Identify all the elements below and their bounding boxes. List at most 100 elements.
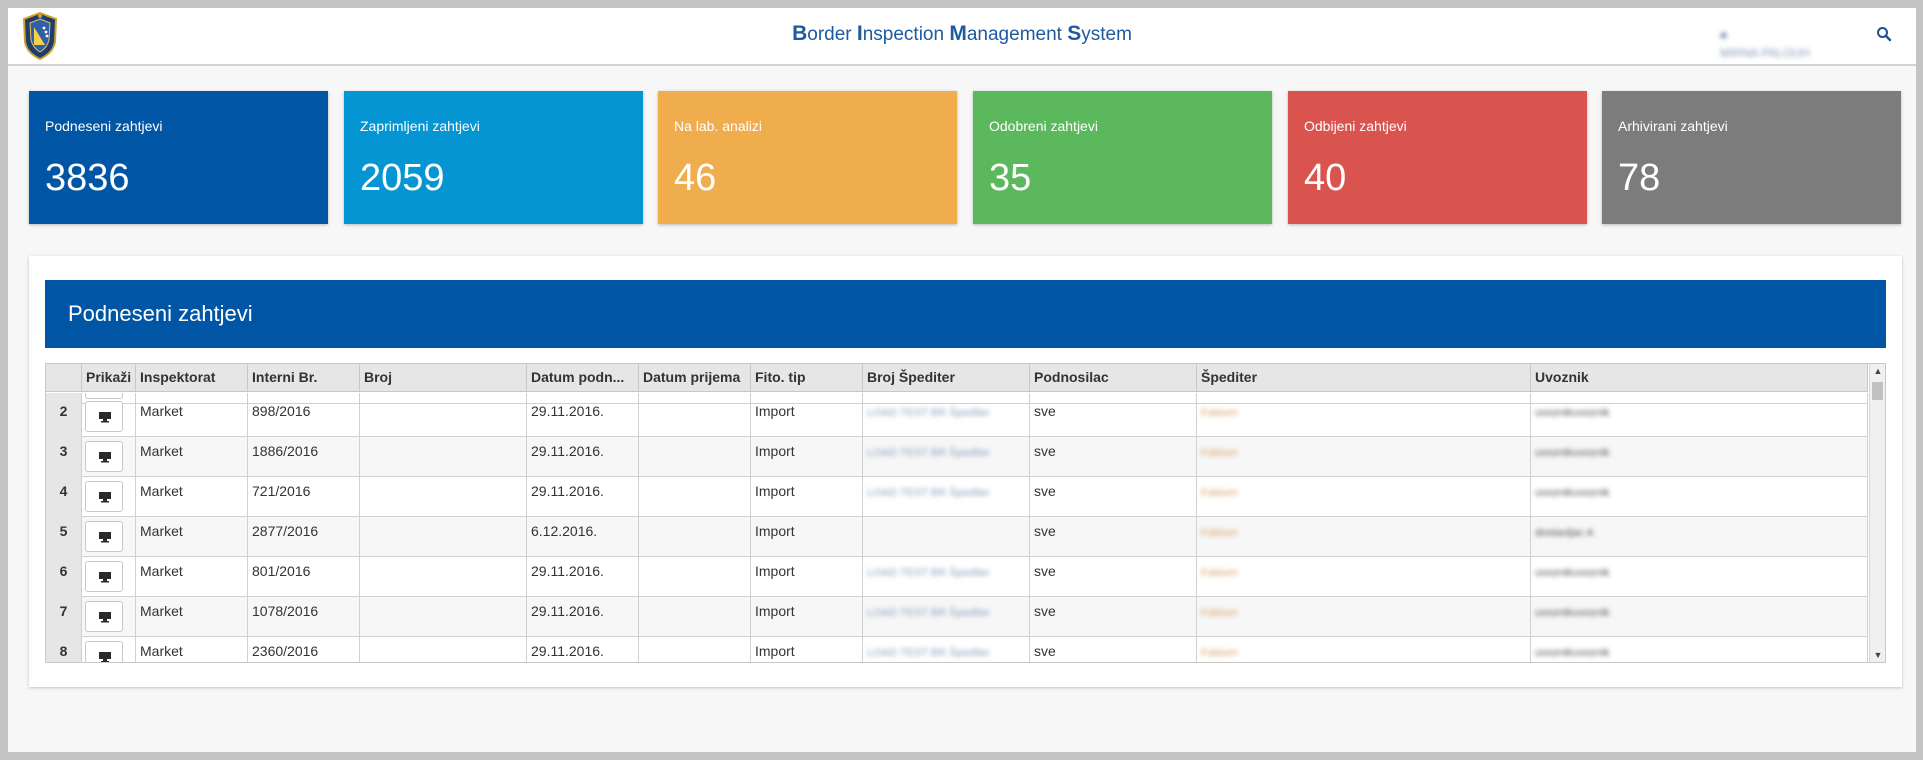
cell-datum-podnosenja: 29.11.2016. (527, 477, 639, 517)
cell-inspektorat: Market (136, 557, 248, 597)
cell-broj-spediter-text: LOAD TEST BR Špediter (867, 607, 991, 619)
cell-uvoznik: uvoznikuvoznik (1531, 597, 1868, 637)
table-row[interactable]: 5 Market 2877/2016 6.12.2016. Import sve Fabiu… (46, 517, 1868, 557)
cell-datum-prijema (639, 477, 751, 517)
row-number: 3 (46, 437, 82, 477)
cell-inspektorat-text: Market (140, 483, 183, 499)
cell-interni-br: 1886/2016 (248, 437, 360, 477)
cell-datum-podnosenja-text: 29.11.2016. (531, 443, 604, 459)
column-header-broj[interactable]: Broj (360, 364, 527, 392)
cell-podnosilac: sve (1030, 597, 1197, 637)
app-window: Border Inspection Management System ■ MI… (8, 8, 1916, 752)
cell-podnosilac-text: sve (1034, 563, 1056, 579)
scroll-down-arrow-icon[interactable]: ▼ (1873, 650, 1883, 660)
cell-interni-br-text: 721/2016 (252, 483, 311, 499)
cell-podnosilac: sve (1030, 477, 1197, 517)
cell-podnosilac: sve (1030, 517, 1197, 557)
tile-lab-analiza[interactable]: Na lab. analizi 46 (658, 91, 957, 224)
tile-odbijeni[interactable]: Odbijeni zahtjevi 40 (1288, 91, 1587, 224)
tile-arhivirani[interactable]: Arhivirani zahtjevi 78 (1602, 91, 1901, 224)
cell-uvoznik-text: dostavljac A (1535, 527, 1594, 539)
view-cell (82, 557, 136, 597)
cell-podnosilac-text: sve (1034, 483, 1056, 499)
row-number: 5 (46, 517, 82, 557)
cell-uvoznik: uvoznikuvoznik (1531, 557, 1868, 597)
user-menu[interactable]: ■ MIRNA PALOUH (1720, 26, 1814, 60)
cell-datum-podnosenja-text: 29.11.2016. (531, 643, 604, 659)
search-icon[interactable] (1876, 26, 1896, 46)
column-header-inspektorat[interactable]: Inspektorat (136, 364, 248, 392)
cell-interni-br-text: 1886/2016 (252, 443, 319, 459)
cell-podnosilac-text: sve (1034, 443, 1056, 459)
cell-spediter-text: Fabium (1201, 647, 1238, 659)
table-row[interactable]: 2 Market 898/2016 29.11.2016. Import LOAD TES… (46, 397, 1868, 437)
top-bar: Border Inspection Management System ■ MI… (8, 8, 1916, 66)
view-button[interactable] (85, 641, 123, 662)
tile-zaprimljeni[interactable]: Zaprimljeni zahtjevi 2059 (344, 91, 643, 224)
panel-title: Podneseni zahtjevi (68, 301, 253, 326)
tile-label: Podneseni zahtjevi (45, 118, 163, 134)
cell-interni-br-text: 2360/2016 (252, 643, 319, 659)
column-header-interni-br[interactable]: Interni Br. (248, 364, 360, 392)
row-number: 2 (46, 397, 82, 437)
row-number-text: 6 (59, 563, 68, 579)
column-header-prikazi[interactable]: Prikaži (82, 364, 136, 392)
cell-uvoznik-text: uvoznikuvoznik (1535, 407, 1610, 419)
cell-datum-prijema (639, 517, 751, 557)
view-button[interactable] (85, 601, 123, 632)
cell-datum-podnosenja-text: 6.12.2016. (531, 523, 598, 539)
cell-fito-tip-text: Import (755, 563, 795, 579)
column-header-spediter[interactable]: Špediter (1197, 364, 1531, 392)
table-row[interactable]: 7 Market 1078/2016 29.11.2016. Import LOAD TE… (46, 597, 1868, 637)
column-header-podnosilac[interactable]: Podnosilac (1030, 364, 1197, 392)
cell-broj-spediter: LOAD TEST BR Špediter (863, 597, 1030, 637)
view-button[interactable] (85, 481, 123, 512)
row-number-text: 3 (59, 443, 68, 459)
view-button[interactable] (85, 401, 123, 432)
table-row[interactable]: 4 Market 721/2016 29.11.2016. Import LOAD TES… (46, 477, 1868, 517)
view-button[interactable] (85, 521, 123, 552)
panel-header: Podneseni zahtjevi (45, 280, 1886, 348)
tile-odobreni[interactable]: Odobreni zahtjevi 35 (973, 91, 1272, 224)
cell-broj-spediter (863, 517, 1030, 557)
vertical-scrollbar[interactable]: ▲ ▼ (1869, 364, 1885, 662)
column-header-uvoznik[interactable]: Uvoznik (1531, 364, 1868, 392)
column-header-datum-prijema[interactable]: Datum prijema (639, 364, 751, 392)
cell-broj-spediter-text: LOAD TEST BR Špediter (867, 447, 991, 459)
cell-podnosilac: sve (1030, 437, 1197, 477)
view-button[interactable] (85, 393, 123, 399)
cell-uvoznik: uvoznikuvoznik (1531, 397, 1868, 437)
table-row[interactable]: 6 Market 801/2016 29.11.2016. Import LOAD TES… (46, 557, 1868, 597)
cell-uvoznik-text: uvoznikuvoznik (1535, 647, 1610, 659)
user-icon: ■ (1720, 28, 1728, 42)
view-cell (82, 517, 136, 557)
scroll-thumb[interactable] (1872, 382, 1883, 400)
police-badge-icon[interactable] (20, 11, 60, 61)
tile-podneseni[interactable]: Podneseni zahtjevi 3836 (29, 91, 328, 224)
cell-spediter-text: Fabium (1201, 607, 1238, 619)
view-button[interactable] (85, 441, 123, 472)
cell-interni-br: 2877/2016 (248, 517, 360, 557)
column-header-fito-tip[interactable]: Fito. tip (751, 364, 863, 392)
cell-fito-tip-text: Import (755, 523, 795, 539)
cell-podnosilac: sve (1030, 557, 1197, 597)
cell-broj (360, 597, 527, 637)
cell-broj (360, 477, 527, 517)
table-row[interactable]: 3 Market 1886/2016 29.11.2016. Import LOAD TE… (46, 437, 1868, 477)
tile-count: 40 (1304, 157, 1347, 199)
column-header-broj-spediter[interactable]: Broj Špediter (863, 364, 1030, 392)
scroll-up-arrow-icon[interactable]: ▲ (1873, 366, 1883, 376)
row-number-text: 7 (59, 603, 68, 619)
cell-uvoznik: uvoznikuvoznik (1531, 437, 1868, 477)
row-number-text: 2 (59, 403, 68, 419)
cell-datum-podnosenja: 29.11.2016. (527, 397, 639, 437)
cell-datum-podnosenja: 29.11.2016. (527, 557, 639, 597)
column-header-datum-podnosenja[interactable]: Datum podn... (527, 364, 639, 392)
cell-broj-spediter-text: LOAD TEST BR Špediter (867, 647, 991, 659)
cell-uvoznik-text: uvoznikuvoznik (1535, 487, 1610, 499)
cell-spediter: Fabium (1197, 637, 1531, 662)
cell-interni-br-text: 898/2016 (252, 403, 311, 419)
view-button[interactable] (85, 561, 123, 592)
table-row[interactable]: 8 Market 2360/2016 29.11.2016. Import LOAD TE… (46, 637, 1868, 662)
cell-uvoznik-text: uvoznikuvoznik (1535, 447, 1610, 459)
